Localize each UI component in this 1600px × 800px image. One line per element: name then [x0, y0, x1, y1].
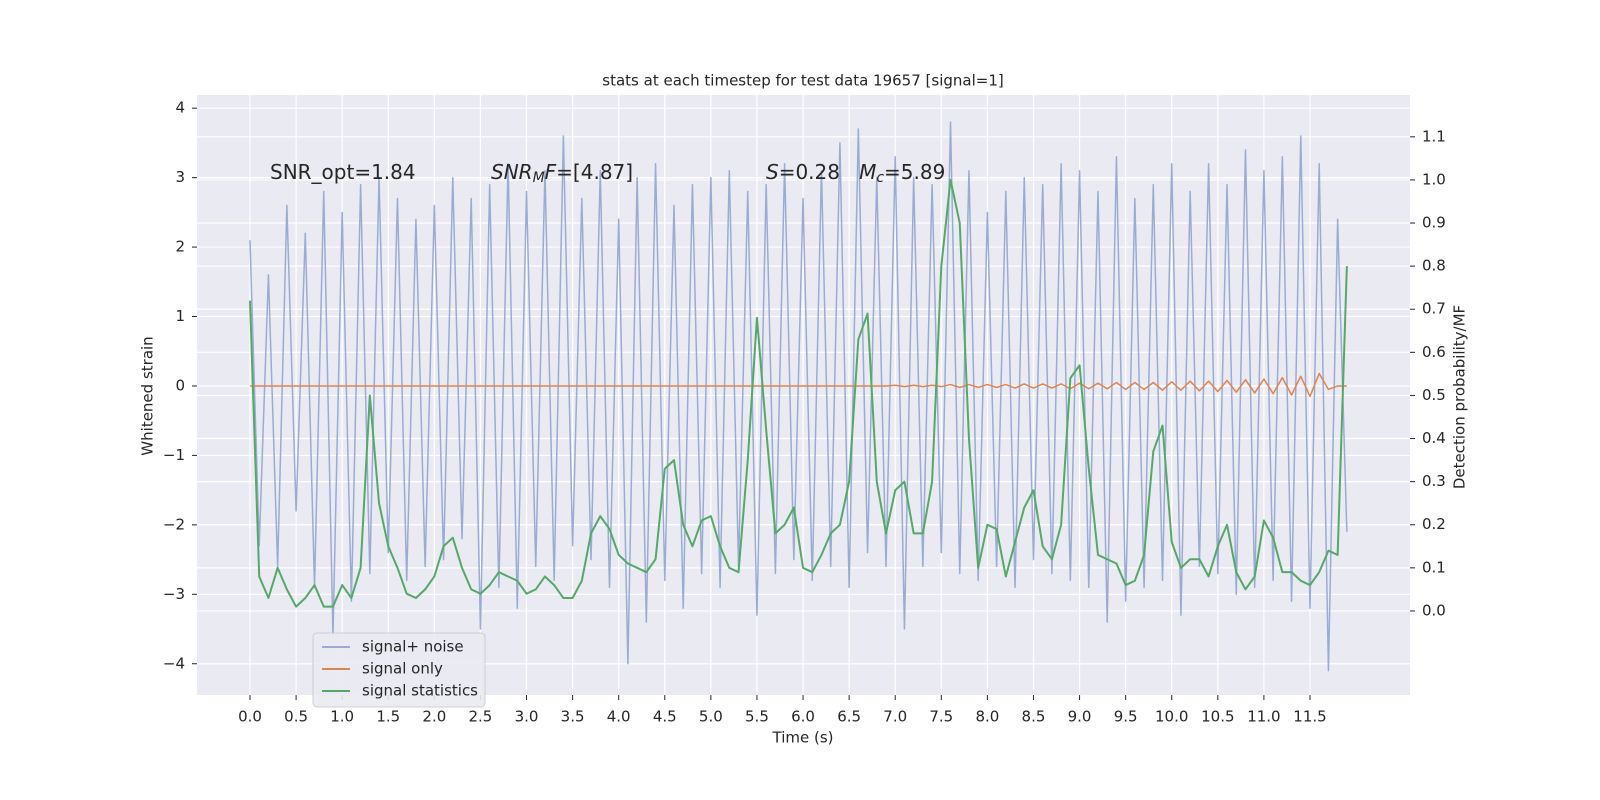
annotation-part: F — [545, 160, 557, 184]
legend-label: signal only — [362, 660, 443, 678]
legend-label: signal+ noise — [362, 638, 464, 656]
x-tick-label: 7.0 — [883, 708, 907, 726]
y-tick-label: 1 — [175, 307, 185, 325]
x-tick-label: 7.5 — [929, 708, 953, 726]
annotation-part: =5.89 — [884, 160, 945, 184]
x-tick-label: 9.5 — [1114, 708, 1138, 726]
annotation-part: c — [876, 170, 884, 186]
x-tick-label: 0.5 — [284, 708, 308, 726]
y-axis-label: Whitened strain — [139, 336, 157, 455]
annotation: SNR_opt=1.84 — [270, 160, 416, 184]
annotation-part: S — [766, 160, 779, 184]
x-tick-label: 3.5 — [561, 708, 585, 726]
y2-tick-label: 0.0 — [1422, 601, 1446, 619]
x-tick-label: 3.0 — [515, 708, 539, 726]
x-tick-label: 0.0 — [238, 708, 262, 726]
y2-tick-label: 0.8 — [1422, 257, 1446, 275]
legend-box — [312, 632, 486, 708]
y2-tick-label: 0.9 — [1422, 214, 1446, 232]
legend-label: signal statistics — [362, 682, 478, 700]
x-tick-label: 2.5 — [469, 708, 493, 726]
x-axis-label: Time (s) — [772, 729, 834, 747]
series-line — [250, 372, 1347, 398]
x-tick-label: 4.0 — [607, 708, 631, 726]
annotation-part: =0.28 — [779, 160, 859, 184]
x-tick-label: 11.5 — [1293, 708, 1326, 726]
x-tick-label: 1.0 — [330, 708, 354, 726]
y2-tick-label: 0.3 — [1422, 472, 1446, 490]
annotation-part: M — [533, 170, 545, 186]
y-tick-label: −2 — [163, 515, 185, 533]
y-tick-label: −3 — [163, 585, 185, 603]
y-tick-label: −4 — [163, 654, 185, 672]
x-tick-label: 2.0 — [422, 708, 446, 726]
x-tick-label: 5.0 — [699, 708, 723, 726]
annotation-part: M — [859, 160, 876, 184]
y2-tick-label: 0.6 — [1422, 343, 1446, 361]
x-tick-label: 8.5 — [1022, 708, 1046, 726]
x-tick-label: 4.5 — [653, 708, 677, 726]
series-line — [249, 121, 1348, 672]
y2-tick-label: 1.0 — [1422, 170, 1446, 188]
y-tick-label: −1 — [163, 446, 185, 464]
x-tick-label: 6.0 — [791, 708, 815, 726]
x-tick-label: 6.5 — [837, 708, 861, 726]
x-tick-label: 1.5 — [376, 708, 400, 726]
y-tick-label: 0 — [175, 376, 185, 394]
data-layer — [249, 121, 1348, 672]
chart-title: stats at each timestep for test data 196… — [602, 72, 1003, 90]
annotation-part: =[4.87] — [556, 160, 633, 184]
x-tick-label: 10.0 — [1155, 708, 1188, 726]
annotation-part: SNR_opt=1.84 — [270, 160, 416, 184]
annotation: SNRMF=[4.87] — [491, 160, 633, 187]
y2-tick-label: 1.1 — [1422, 127, 1446, 145]
annotation-part: SNR — [491, 160, 533, 184]
x-tick-label: 10.5 — [1201, 708, 1234, 726]
annotation: S=0.28 Mc=5.89 — [766, 160, 945, 187]
y-tick-label: 4 — [175, 99, 185, 117]
y-tick-label: 3 — [175, 168, 185, 186]
x-tick-label: 8.0 — [975, 708, 999, 726]
series-line — [249, 178, 1348, 608]
x-tick-label: 5.5 — [745, 708, 769, 726]
labels: 0.0 0.5 1.0 1.5 2.0 2.5 3.0 3.5 4.0 4.5 5.0 5.5 6.0 6… — [163, 99, 1446, 726]
y2-tick-label: 0.5 — [1422, 386, 1446, 404]
y2-tick-label: 0.7 — [1422, 300, 1446, 318]
x-tick-label: 11.0 — [1247, 708, 1280, 726]
y2-tick-label: 0.4 — [1422, 429, 1446, 447]
y2-tick-label: 0.2 — [1422, 515, 1446, 533]
y-tick-label: 2 — [175, 238, 185, 256]
y2-tick-label: 0.1 — [1422, 558, 1446, 576]
x-tick-label: 9.0 — [1068, 708, 1092, 726]
y2-axis-label: Detection probability/MF — [1451, 305, 1469, 489]
